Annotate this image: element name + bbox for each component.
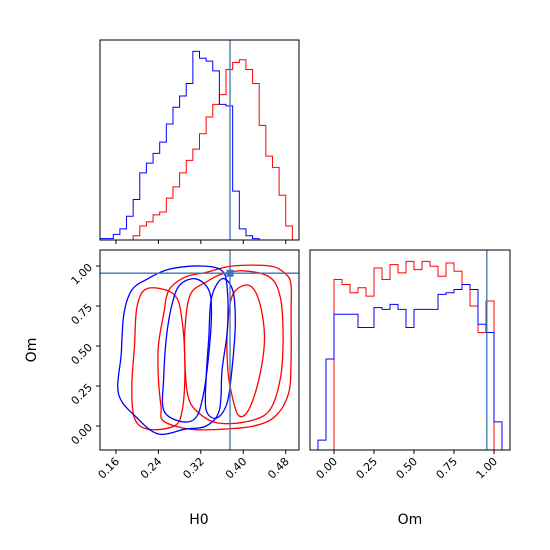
joint-y-tick-label: 0.00 [69, 421, 96, 448]
om-hist-x-tick-label: 0.00 [314, 455, 341, 482]
h0-hist-series-red [100, 59, 299, 240]
om-histogram-panel: 0.00 0.25 0.50 0.75 1.00 [309, 249, 511, 482]
joint-contour-blue-5 [161, 278, 213, 423]
joint-contour-red-3 [131, 287, 186, 431]
joint-x-tick-label: 0.32 [180, 455, 207, 482]
joint-truth-marker [226, 269, 234, 277]
om-hist-frame [309, 249, 511, 451]
om-hist-x-tick-label: 1.00 [474, 455, 501, 482]
joint-y-tick-label: 0.50 [69, 341, 96, 368]
joint-contour-red-0 [157, 264, 293, 431]
om-hist-x-tick-label: 0.25 [354, 455, 381, 482]
joint-contour-red-2 [226, 284, 266, 418]
y-axis-label-om: Om [24, 338, 40, 363]
om-hist-x-tick-label: 0.75 [434, 455, 461, 482]
joint-y-tick-label: 0.25 [69, 381, 96, 408]
h0-histogram-panel [99, 39, 300, 244]
joint-frame [99, 249, 300, 451]
joint-y-tick-label: 0.75 [69, 301, 96, 328]
h0-hist-series-blue [100, 50, 299, 240]
h0-hist-frame [99, 39, 300, 241]
joint-contour-blue-4 [117, 265, 229, 436]
joint-contour-blue-6 [204, 277, 236, 419]
joint-x-tick-label: 0.16 [96, 455, 123, 482]
om-hist-x-tick-label: 0.50 [394, 455, 421, 482]
joint-contour-panel: 0.16 0.24 0.32 0.40 0.48 0.00 0.25 0.50 0.75 1.00 [69, 249, 300, 482]
joint-x-tick-label: 0.24 [138, 455, 165, 482]
joint-x-tick-label: 0.40 [223, 455, 250, 482]
om-hist-series-red [310, 260, 510, 450]
joint-y-tick-label: 1.00 [69, 261, 96, 288]
x-axis-label-h0: H0 [189, 512, 208, 528]
joint-x-tick-label: 0.48 [265, 455, 292, 482]
x-axis-label-om: Om [398, 512, 423, 528]
om-hist-series-blue [310, 283, 510, 450]
